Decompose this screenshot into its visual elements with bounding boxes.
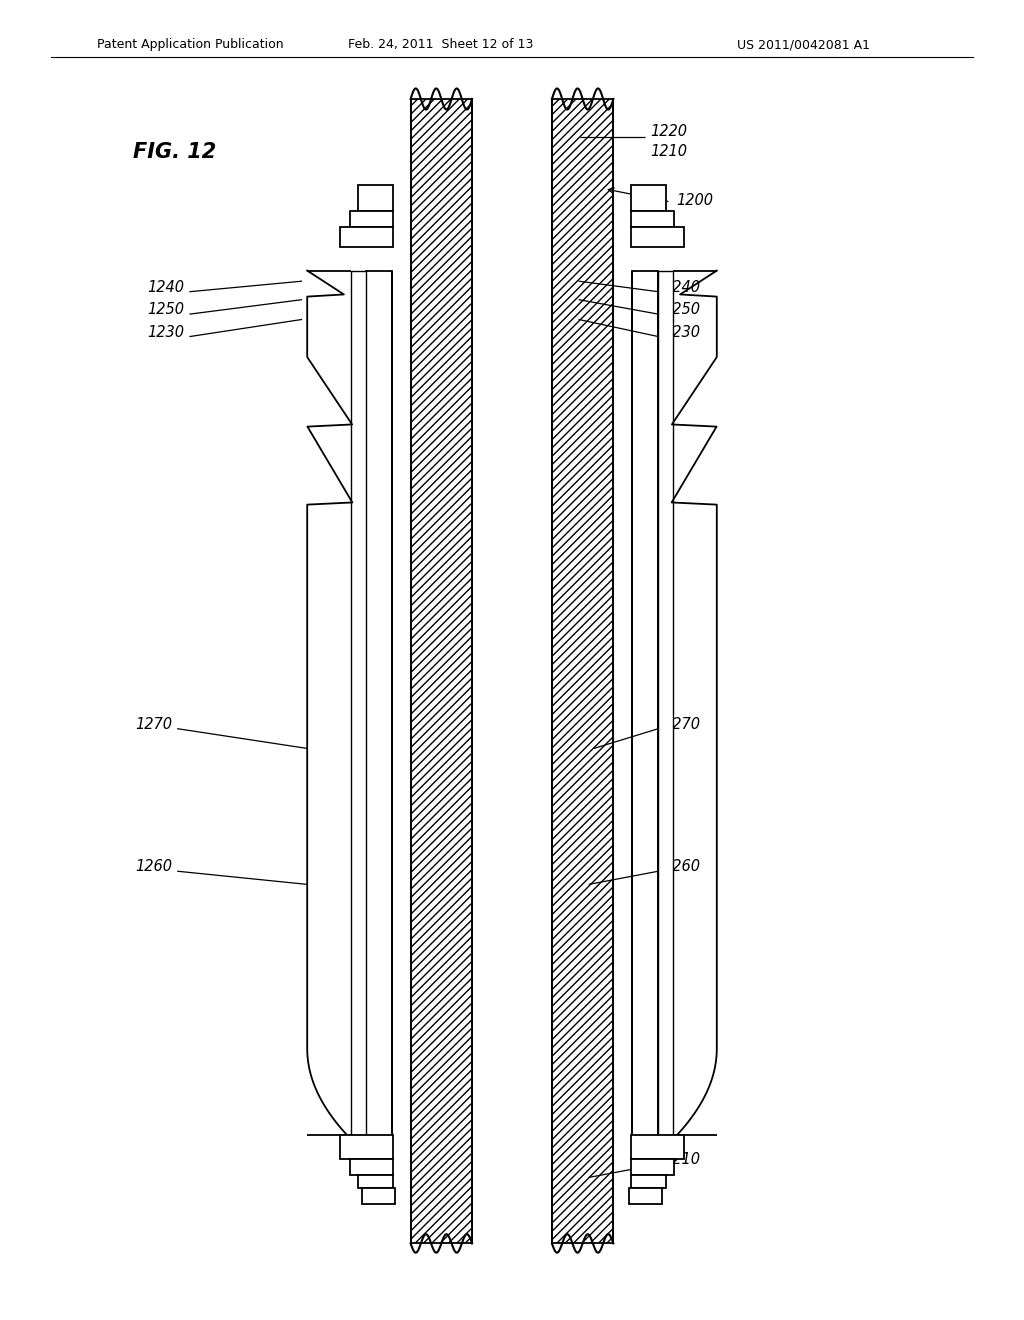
Text: 1260: 1260 <box>664 859 700 874</box>
Bar <box>631 227 684 247</box>
Bar <box>351 271 366 1135</box>
Text: 1200: 1200 <box>676 193 713 207</box>
Text: 1210: 1210 <box>664 1152 700 1167</box>
Text: 1210: 1210 <box>650 144 687 158</box>
Text: 1260: 1260 <box>135 859 172 874</box>
Text: 1250: 1250 <box>664 302 700 317</box>
Bar <box>632 271 658 1201</box>
Bar <box>631 1135 684 1159</box>
Bar <box>632 271 658 1135</box>
Bar <box>350 211 393 227</box>
Bar <box>366 271 392 1135</box>
Text: Patent Application Publication: Patent Application Publication <box>97 38 284 51</box>
Bar <box>472 99 552 1243</box>
Bar <box>366 271 392 1201</box>
Text: 1270: 1270 <box>664 717 700 731</box>
Text: Feb. 24, 2011  Sheet 12 of 13: Feb. 24, 2011 Sheet 12 of 13 <box>347 38 534 51</box>
Bar <box>658 271 673 1135</box>
Bar <box>629 1188 662 1204</box>
Bar <box>340 227 393 247</box>
Text: US 2011/0042081 A1: US 2011/0042081 A1 <box>737 38 870 51</box>
Bar <box>362 1188 395 1204</box>
Bar <box>631 211 674 227</box>
Text: 1230: 1230 <box>147 325 184 339</box>
Bar <box>631 1159 674 1175</box>
Bar <box>552 99 613 1243</box>
Text: FIG. 12: FIG. 12 <box>133 141 216 162</box>
Bar <box>350 1159 393 1175</box>
Text: 1220: 1220 <box>650 124 687 139</box>
Bar <box>358 1175 393 1188</box>
Text: 1250: 1250 <box>147 302 184 317</box>
Text: 1240: 1240 <box>147 280 184 294</box>
Bar <box>631 185 666 211</box>
Bar <box>411 99 472 1243</box>
Text: 1230: 1230 <box>664 325 700 339</box>
Bar <box>358 185 393 211</box>
Bar <box>340 1135 393 1159</box>
Text: 1270: 1270 <box>135 717 172 731</box>
Text: 1240: 1240 <box>664 280 700 294</box>
Bar <box>631 1175 666 1188</box>
